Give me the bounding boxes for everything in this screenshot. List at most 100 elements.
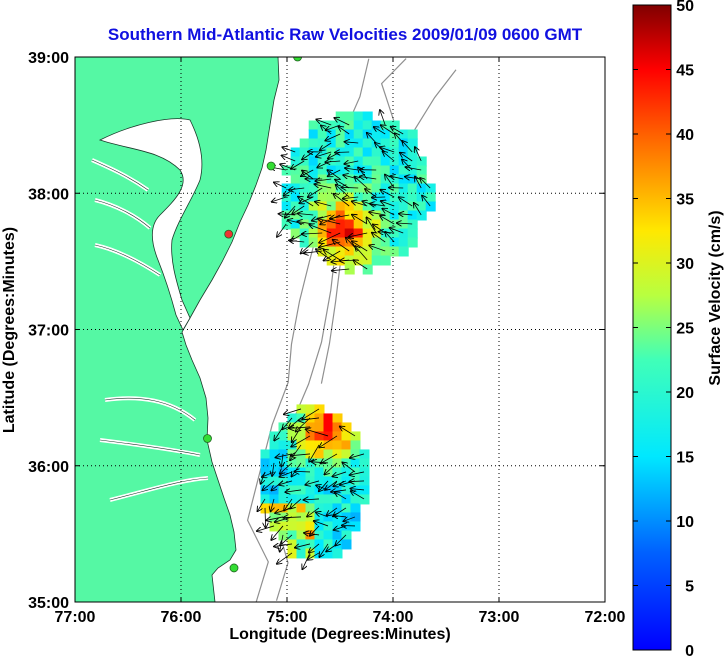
x-axis-ticks: 77:00 76:00 75:00 74:00 73:00 72:00 — [55, 57, 626, 626]
velocity-arrow — [333, 471, 347, 476]
velocity-cell — [314, 503, 325, 514]
velocity-cell — [296, 476, 307, 487]
velocity-cell — [371, 174, 382, 185]
velocity-cell — [290, 174, 301, 185]
velocity-cell — [353, 156, 364, 167]
velocity-cell — [326, 219, 337, 230]
velocity-arrow — [415, 177, 422, 189]
velocity-cell — [308, 138, 319, 149]
velocity-cell — [341, 476, 352, 487]
velocity-cell — [323, 422, 334, 433]
velocity-cell — [290, 192, 301, 203]
velocity-cell — [332, 431, 343, 442]
velocity-cell — [314, 521, 325, 532]
velocity-cell — [290, 156, 301, 167]
velocity-cell — [308, 192, 319, 203]
velocity-cell — [335, 192, 346, 203]
velocity-cell — [317, 174, 328, 185]
velocity-cell — [323, 521, 334, 532]
velocity-cell — [335, 138, 346, 149]
velocity-cell — [296, 539, 307, 550]
velocity-cell — [344, 219, 355, 230]
velocity-arrow — [289, 188, 305, 190]
velocity-arrow — [350, 481, 365, 482]
velocity-cell — [407, 237, 418, 248]
velocity-cell — [362, 237, 373, 248]
velocity-cell — [296, 458, 307, 469]
velocity-cell — [278, 521, 289, 532]
velocity-cell — [344, 183, 355, 194]
velocity-cell — [308, 165, 319, 176]
velocity-arrow — [282, 417, 293, 429]
velocity-cell — [362, 246, 373, 257]
velocity-cell — [317, 165, 328, 176]
velocity-cell — [317, 192, 328, 203]
y-axis-label: Latitude (Degrees:Minutes) — [1, 227, 18, 433]
velocity-cell — [290, 147, 301, 158]
velocity-arrow — [280, 534, 293, 545]
velocity-cell — [269, 458, 280, 469]
velocity-arrow — [369, 245, 386, 252]
velocity-cell — [317, 228, 328, 239]
velocity-cell — [389, 210, 400, 221]
y-tick-label: 39:00 — [28, 50, 69, 67]
velocity-cell — [407, 174, 418, 185]
velocity-cell — [350, 449, 361, 460]
velocity-arrow — [344, 161, 359, 164]
velocity-cell — [317, 201, 328, 212]
velocity-arrow — [334, 118, 350, 126]
velocity-arrow — [304, 533, 320, 535]
velocity-cell — [296, 503, 307, 514]
velocity-cell — [332, 494, 343, 505]
velocity-cell — [353, 165, 364, 176]
velocity-arrow — [400, 153, 413, 162]
velocity-arrow — [345, 142, 359, 143]
colorbar-ticks: 0 5 10 15 20 25 30 35 40 45 50 — [633, 0, 694, 659]
velocity-arrow — [399, 214, 413, 215]
velocity-arrow — [354, 260, 368, 270]
velocity-cell — [332, 548, 343, 559]
velocity-cell — [398, 210, 409, 221]
velocity-cell — [371, 246, 382, 257]
velocity-cell — [323, 467, 334, 478]
velocity-cell — [290, 201, 301, 212]
velocity-arrow — [316, 179, 332, 181]
velocity-arrow — [385, 232, 395, 243]
velocity-cell — [380, 201, 391, 212]
velocity-cell — [314, 458, 325, 469]
velocity-cell — [296, 512, 307, 523]
velocity-arrow — [272, 462, 274, 476]
velocity-cell — [299, 192, 310, 203]
velocity-cell — [323, 548, 334, 559]
velocity-arrow — [372, 233, 386, 243]
velocity-cell — [425, 201, 436, 212]
velocity-cell — [296, 548, 307, 559]
velocity-cell — [344, 264, 355, 275]
velocity-arrow — [272, 196, 287, 202]
velocity-arrow — [305, 481, 320, 485]
velocity-cell — [341, 440, 352, 451]
velocity-cell — [314, 413, 325, 424]
velocity-arrow — [280, 462, 293, 474]
velocity-cell — [296, 521, 307, 532]
velocity-arrow — [402, 141, 413, 153]
velocity-arrow — [289, 240, 305, 242]
velocity-cell — [278, 449, 289, 460]
velocity-arrow — [383, 152, 395, 162]
velocity-cell — [260, 485, 271, 496]
velocity-cell — [398, 201, 409, 212]
velocity-arrow — [325, 133, 341, 141]
velocity-cell — [398, 228, 409, 239]
velocity-cell — [344, 201, 355, 212]
colorbar-tick-label: 35 — [676, 192, 694, 209]
velocity-cell — [335, 210, 346, 221]
velocity-cell — [308, 129, 319, 140]
colorbar-tick-label: 15 — [676, 450, 694, 467]
velocity-arrow — [328, 170, 341, 180]
velocity-cell — [407, 165, 418, 176]
velocity-arrow — [291, 454, 311, 456]
velocity-cell — [344, 165, 355, 176]
velocity-cell — [371, 165, 382, 176]
velocity-cell — [287, 530, 298, 541]
velocity-cell — [317, 156, 328, 167]
